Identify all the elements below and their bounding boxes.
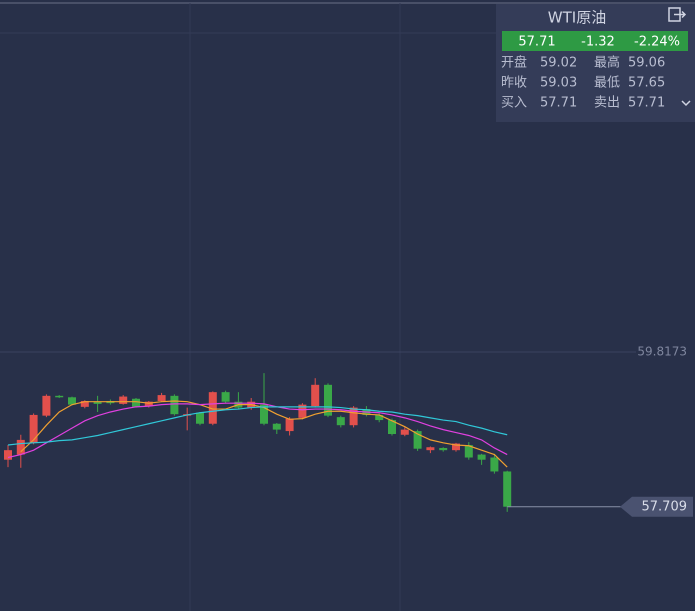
candle-body [477, 454, 486, 460]
quote-value: 57.65 [628, 76, 665, 91]
candle-body [375, 414, 384, 421]
candle-body [324, 384, 332, 416]
candle-body [298, 404, 307, 418]
change: -1.32 [581, 35, 615, 50]
candle-body [157, 395, 166, 401]
candle-body [272, 423, 281, 430]
change-pct: -2.24% [634, 35, 680, 50]
candle-body [503, 471, 512, 507]
candle-body [439, 447, 448, 451]
exit-icon[interactable] [668, 7, 687, 22]
quote-label: 买入 [501, 96, 527, 111]
quote-value: 59.06 [628, 56, 665, 71]
candle-body [426, 447, 435, 451]
candle-body [29, 414, 38, 443]
candle-body [16, 439, 25, 455]
expand-icon[interactable] [681, 100, 691, 107]
candle-body [413, 431, 422, 449]
candle-body [170, 395, 179, 415]
quote-value: 59.03 [540, 76, 577, 91]
candle-body [144, 401, 153, 407]
last-price-label: 57.709 [642, 499, 688, 514]
candle-body [464, 445, 473, 458]
candle-body [196, 412, 204, 424]
candle-body [490, 457, 499, 472]
candle-body [93, 401, 102, 404]
candle-body [400, 429, 409, 435]
candle-body [336, 417, 345, 426]
candle-body [221, 392, 230, 402]
ma-line [7, 402, 508, 459]
last-price-tag [620, 496, 693, 517]
candle-body [80, 400, 89, 407]
candle-body [208, 392, 217, 424]
candle-body [4, 450, 12, 460]
price: 57.71 [518, 35, 555, 50]
ma-line [20, 400, 508, 468]
panel-bg [496, 4, 695, 122]
candle-body [55, 395, 64, 398]
quote-label: 卖出 [594, 96, 620, 111]
y-tick-label: 59.8173 [637, 344, 687, 358]
candle-body [42, 395, 51, 416]
candle-body [311, 384, 320, 407]
quote-label: 最高 [594, 55, 620, 71]
quote-label: 最低 [594, 76, 620, 91]
quote-value: 57.71 [628, 96, 665, 111]
candle-body [68, 397, 76, 405]
candle-body [285, 418, 294, 432]
candle-body [349, 407, 358, 426]
quote-label: 昨收 [501, 76, 527, 91]
quote-value: 59.02 [540, 56, 577, 71]
price-bar [502, 31, 688, 51]
candle-body [388, 420, 396, 435]
ma-line [7, 406, 508, 446]
quote-title: WTI原油 [548, 9, 606, 27]
quote-label: 开盘 [501, 55, 527, 71]
candle-body [260, 404, 268, 424]
candle-body [452, 443, 460, 451]
candle-body [119, 396, 128, 404]
quote-panel: WTI原油 57.71 -1.32 -2.24% 开盘 59.02 最高 59.06 昨… [496, 4, 695, 122]
quote-value: 57.71 [540, 96, 577, 111]
plot: 59.8173 57.709 [0, 344, 693, 517]
candle-body [132, 398, 140, 407]
